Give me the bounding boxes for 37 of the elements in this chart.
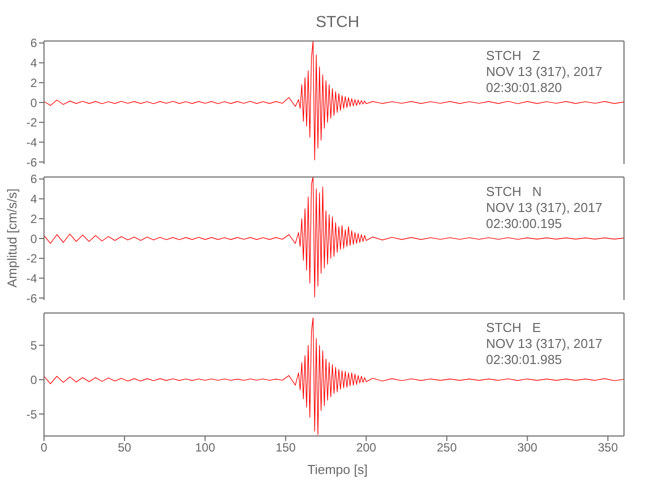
annotation: 02:30:00.195 bbox=[486, 216, 562, 231]
annotation: STCH Z bbox=[486, 48, 540, 63]
y-tick-label: -6 bbox=[26, 155, 38, 170]
annotation: STCH E bbox=[486, 320, 541, 335]
y-tick-label: 4 bbox=[30, 56, 38, 70]
annotation: NOV 13 (317), 2017 bbox=[486, 200, 602, 215]
y-tick-label: 0 bbox=[30, 96, 38, 110]
y-tick-label: 0 bbox=[30, 372, 38, 387]
y-tick-label: 6 bbox=[30, 172, 38, 186]
y-axis-title: Amplitud [cm/s/s] bbox=[4, 188, 20, 288]
annotation: STCH N bbox=[486, 184, 542, 199]
y-tick-label: 0 bbox=[30, 232, 38, 246]
x-tick-label: 350 bbox=[598, 440, 618, 455]
x-tick-label: 50 bbox=[118, 440, 132, 455]
y-tick-label: 5 bbox=[30, 338, 38, 353]
y-tick-label: 2 bbox=[30, 212, 38, 226]
annotation: NOV 13 (317), 2017 bbox=[486, 336, 602, 351]
y-tick-label: -5 bbox=[26, 407, 38, 422]
x-tick-label: 300 bbox=[517, 440, 538, 455]
x-axis-title: Tiempo [s] bbox=[306, 462, 369, 477]
x-tick-label: 250 bbox=[436, 440, 458, 455]
y-tick-label: -4 bbox=[26, 271, 38, 286]
annotation: 02:30:01.985 bbox=[486, 352, 562, 367]
y-tick-label: 2 bbox=[30, 76, 38, 90]
annotation: 02:30:01.820 bbox=[486, 80, 562, 95]
y-tick-label: -2 bbox=[26, 252, 38, 266]
y-tick-label: -6 bbox=[26, 291, 38, 306]
chart-title: STCH bbox=[314, 14, 360, 32]
y-tick-label: 4 bbox=[30, 192, 38, 206]
y-tick-label: -4 bbox=[26, 135, 38, 150]
x-tick-label: 0 bbox=[40, 440, 48, 455]
x-tick-label: 150 bbox=[276, 440, 296, 455]
y-tick-label: 6 bbox=[30, 36, 38, 50]
y-tick-label: -2 bbox=[26, 116, 38, 130]
x-tick-label: 200 bbox=[356, 440, 377, 455]
x-tick-label: 100 bbox=[195, 440, 216, 455]
annotation: NOV 13 (317), 2017 bbox=[486, 64, 602, 79]
